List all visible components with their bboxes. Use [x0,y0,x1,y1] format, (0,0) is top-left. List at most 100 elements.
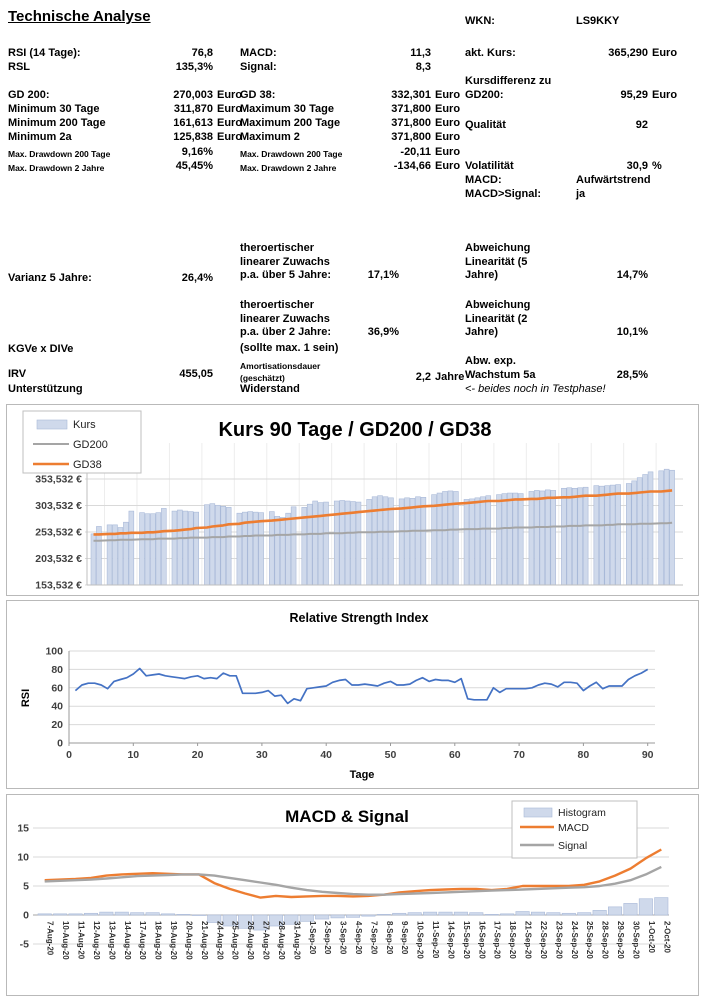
stat-unit: Euro [652,47,678,59]
stat-value: 161,613 [173,117,213,129]
stat-row-irv: IRV 455,05 [8,368,248,382]
svg-text:80: 80 [51,664,63,676]
stat-row-mdd2j: Max. Drawdown 2 Jahre 45,45% [8,160,248,174]
svg-text:28-Sep-20: 28-Sep-20 [601,921,610,959]
stat-value: 95,29 [620,88,648,101]
svg-text:9-Sep-20: 9-Sep-20 [400,921,409,955]
svg-text:21-Sep-20: 21-Sep-20 [524,921,533,959]
stat-row-qualitaet: Qualität 92 [465,119,698,133]
stat-label: WKN: [465,15,495,27]
stat-row-abw-lin-2j: Abweichung Linearität (2 Jahre) 10,1% [465,299,698,340]
svg-text:60: 60 [51,682,63,694]
stat-row-abw-lin-5j: Abweichung Linearität (5 Jahre) 14,7% [465,242,698,283]
stat-value: 371,800 [391,131,431,143]
stat-value: 270,003 [173,89,213,101]
stat-label: akt. Kurs: [465,47,516,59]
stat-label: MACD: [465,174,502,186]
svg-text:17-Sep-20: 17-Sep-20 [493,921,502,959]
svg-text:Kurs: Kurs [73,419,96,431]
svg-text:24-Aug-20: 24-Aug-20 [215,921,224,960]
svg-text:7-Aug-20: 7-Aug-20 [46,921,55,956]
stat-row-mdd200: Max. Drawdown 200 Tage 9,16% [8,146,248,160]
svg-text:Histogram: Histogram [558,807,606,819]
svg-text:-5: -5 [20,939,29,951]
stat-row-rsi: RSI (14 Tage): 76,8 [8,47,248,61]
stat-row-macd-gt-signal: MACD>Signal: ja [465,188,698,202]
svg-text:20: 20 [192,749,204,761]
svg-text:14-Sep-20: 14-Sep-20 [446,921,455,959]
stat-row-volatilitaet: Volatilität 30,9% [465,160,698,174]
stat-row-min2a: Minimum 2a 125,838 Euro [8,131,248,145]
stat-label: GD 200: [8,89,50,101]
stat-value: 92 [635,119,648,131]
stat-row-min200: Minimum 200 Tage 161,613 Euro [8,117,248,131]
stat-value: 2,2 [415,370,431,383]
svg-text:RSI: RSI [20,689,32,707]
stat-row-rsl: RSL 135,3% [8,61,248,75]
stat-row-sollte-max: (sollte max. 1 sein) [240,342,466,356]
svg-text:1-Sep-20: 1-Sep-20 [308,921,317,955]
stat-row-abw-exp: Abw. exp. Wachstum 5a 28,5% [465,355,698,382]
stat-value: 371,800 [391,117,431,129]
stat-label: Abweichung Linearität (5 Jahre) [465,242,531,281]
stat-label: theroertischer linearer Zuwachs p.a. übe… [240,299,332,338]
stat-value: ja [576,188,586,200]
stat-label: IRV [8,368,27,380]
svg-text:40: 40 [320,749,332,761]
stat-label: Maximum 30 Tage [240,103,334,115]
svg-text:27-Aug-20: 27-Aug-20 [262,921,271,960]
stat-value: 30,9 [626,160,648,172]
svg-text:10: 10 [17,852,29,864]
svg-text:Tage: Tage [350,769,375,781]
stat-value: 28,5% [616,368,648,381]
svg-text:30: 30 [256,749,268,761]
stat-unit: Euro [652,88,678,101]
svg-text:28-Aug-20: 28-Aug-20 [277,921,286,960]
stat-row-max2: Maximum 2 371,800 Euro [240,131,466,145]
stat-row-amortisation: Amortisationsdauer (geschätzt) 2,2 Jahre [240,360,466,384]
svg-text:15-Sep-20: 15-Sep-20 [462,921,471,959]
stat-row-mdd2j-euro: Max. Drawdown 2 Jahre -134,66 Euro [240,160,466,174]
testphase-note: <- beides noch in Testphase! [465,383,698,397]
rsi-chart: 100 80 60 40 20 00 10 20 30 40 50 60 70 80 90 Relative … [20,611,655,781]
stats-column-middle: MACD: 11,3 Signal: 8,3 GD 38: 332,301 Euro M… [240,0,466,400]
svg-text:4-Sep-20: 4-Sep-20 [354,921,363,955]
svg-text:353,532 €: 353,532 € [35,474,82,486]
svg-text:100: 100 [45,646,63,658]
stat-unit: % [652,160,662,172]
svg-text:18-Aug-20: 18-Aug-20 [154,921,163,960]
svg-text:70: 70 [513,749,525,761]
stat-unit: Euro [217,117,243,129]
kurs-chart: 353,532 € 303,532 € 253,532 € 203,532 € 153,… [22,410,683,592]
svg-text:0: 0 [23,910,29,922]
stat-value: 135,3% [175,61,213,73]
stat-row-max200: Maximum 200 Tage 371,800 Euro [240,117,466,131]
svg-text:25-Aug-20: 25-Aug-20 [231,921,240,960]
svg-text:153,532 €: 153,532 € [35,580,82,592]
stat-label: Max. Drawdown 200 Tage [8,148,111,159]
stat-row-kgve: KGVe x DIVe [8,343,248,357]
stat-value: -134,66 [393,160,431,172]
svg-text:7-Sep-20: 7-Sep-20 [369,921,378,955]
stat-unit: Euro [435,131,461,143]
svg-text:253,532 €: 253,532 € [35,527,82,539]
stat-label: Abw. exp. Wachstum 5a [465,355,536,381]
stat-unit: Euro [435,117,461,129]
stat-row-signal: Signal: 8,3 [240,61,466,75]
stat-value: 45,45% [175,160,213,172]
svg-text:GD200: GD200 [73,439,108,451]
rsi-chart-panel: 100 80 60 40 20 0 0 10 20 30 40 50 60 70 80 90 Relative … [6,600,699,789]
svg-text:29-Sep-20: 29-Sep-20 [616,921,625,959]
stat-unit: Euro [435,89,461,101]
stat-value: 26,4% [181,272,213,284]
stat-value: 365,290 [608,47,648,59]
svg-text:90: 90 [642,749,654,761]
stat-row-macd-trend: MACD: Aufwärtstrend [465,174,698,188]
stat-unit: Euro [217,131,243,143]
stat-unit: Euro [435,103,461,115]
svg-text:22-Sep-20: 22-Sep-20 [539,921,548,959]
stat-label: Minimum 200 Tage [8,117,106,129]
svg-text:GD38: GD38 [73,459,102,471]
stat-label: theroertischer linearer Zuwachs p.a. übe… [240,242,332,281]
svg-text:50: 50 [385,749,397,761]
